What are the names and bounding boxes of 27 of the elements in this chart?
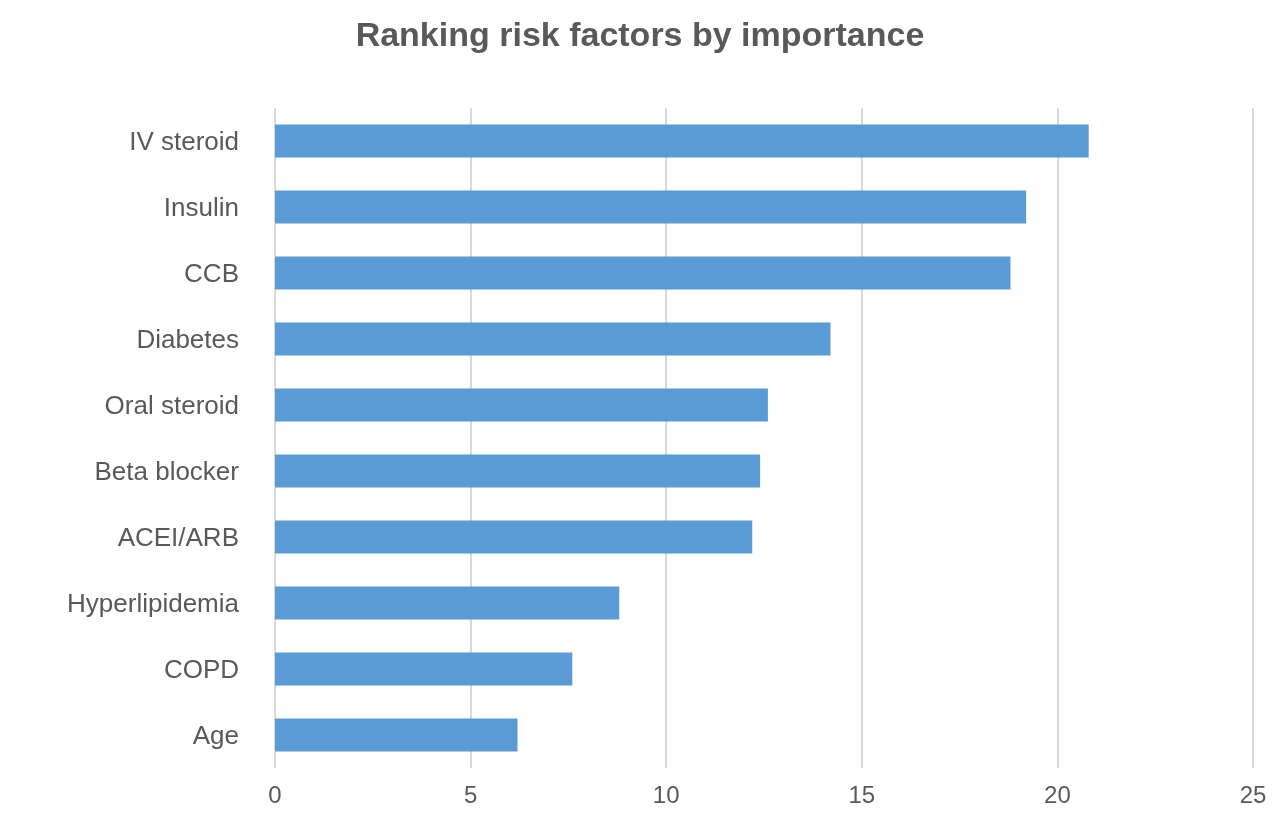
y-tick-label: COPD <box>163 654 239 684</box>
bar <box>275 190 1027 224</box>
x-tick-label: 15 <box>848 780 876 808</box>
y-tick-label: Oral steroid <box>104 390 239 420</box>
bar <box>275 586 620 620</box>
bar <box>275 388 768 422</box>
bar <box>275 256 1011 290</box>
y-tick-label: CCB <box>184 258 239 288</box>
x-tick-label: 10 <box>652 780 680 808</box>
bar <box>275 124 1089 158</box>
y-tick-label: Beta blocker <box>94 456 240 486</box>
x-tick-label: 20 <box>1044 780 1071 808</box>
x-tick-label: 5 <box>463 780 478 808</box>
y-tick-label: Diabetes <box>136 324 239 354</box>
y-tick-label: IV steroid <box>129 126 239 156</box>
y-tick-label: Hyperlipidemia <box>67 588 240 618</box>
bar <box>275 718 518 752</box>
y-tick-label: Insulin <box>163 192 239 222</box>
y-tick-label: ACEI/ARB <box>117 522 239 552</box>
x-tick-label: 0 <box>268 780 282 808</box>
bar <box>275 322 831 356</box>
x-tick-label: 25 <box>1239 780 1267 808</box>
bar <box>275 652 573 686</box>
chart-title: Ranking risk factors by importance <box>355 15 925 53</box>
bar <box>275 454 761 488</box>
bar <box>275 520 753 554</box>
y-tick-label: Age <box>192 720 239 750</box>
